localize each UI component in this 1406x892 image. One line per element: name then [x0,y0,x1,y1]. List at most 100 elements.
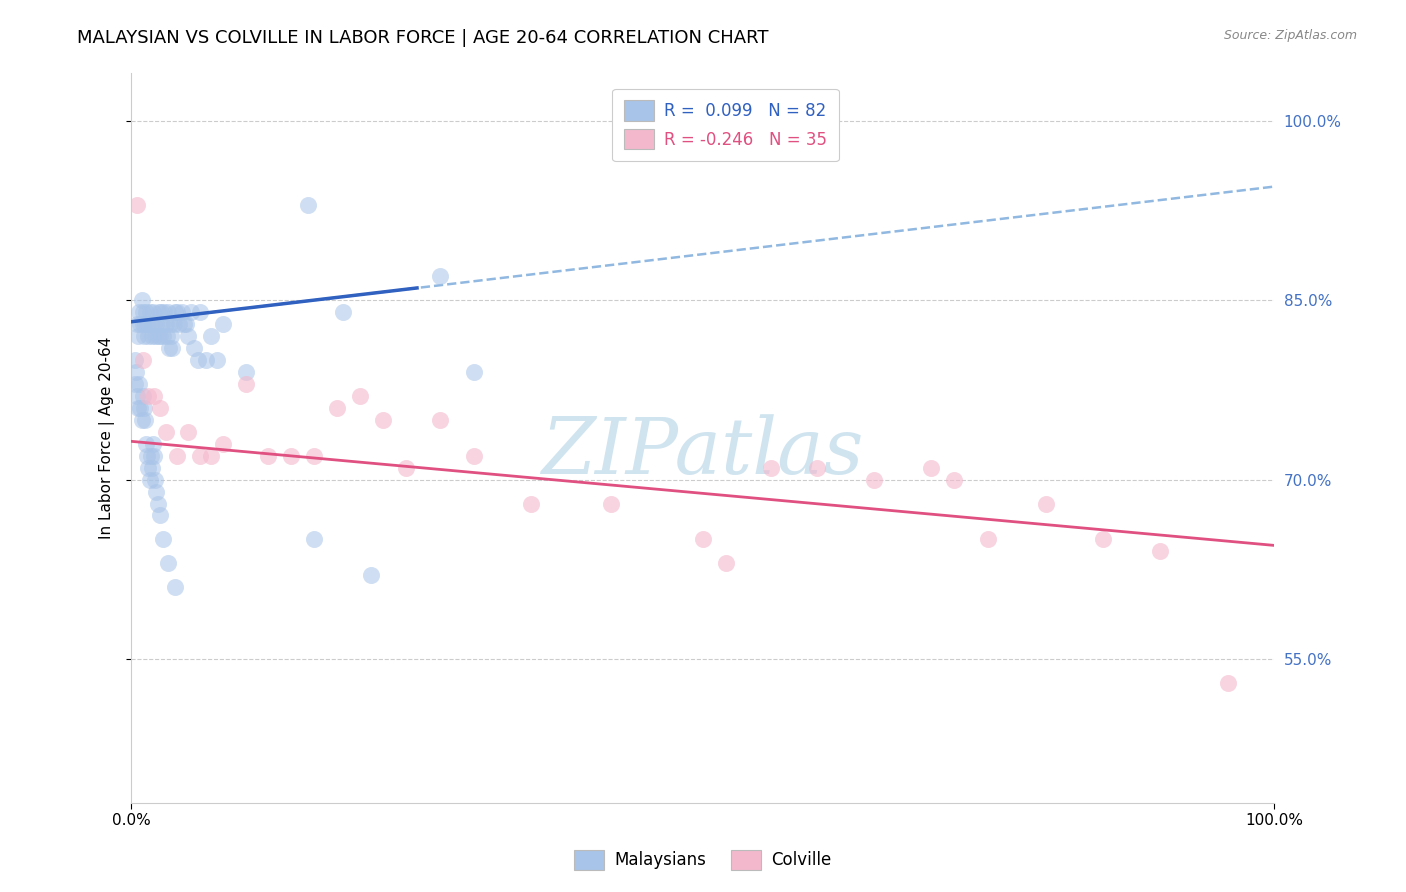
Point [156,305,179,319]
Point [163,305,186,319]
Point [143,389,166,403]
Point [152,533,174,547]
Y-axis label: In Labor Force | Age 20-64: In Labor Force | Age 20-64 [100,336,115,539]
Point [125,389,148,403]
Point [520,496,543,510]
Point [131,293,153,308]
Point [139,449,162,463]
Point [145,317,167,331]
Point [1035,496,1057,510]
Point [132,401,155,415]
Point [162,341,184,355]
Point [806,460,828,475]
Point [463,449,485,463]
Point [187,353,209,368]
Point [463,365,485,379]
Point [143,317,166,331]
Text: MALAYSIAN VS COLVILLE IN LABOR FORCE | AGE 20-64 CORRELATION CHART: MALAYSIAN VS COLVILLE IN LABOR FORCE | A… [77,29,769,47]
Point [135,436,157,450]
Point [129,401,152,415]
Point [132,329,155,343]
Point [188,305,211,319]
Legend: Malaysians, Colville: Malaysians, Colville [568,843,838,877]
Point [349,389,371,403]
Point [1149,544,1171,558]
Point [142,436,165,450]
Point [149,508,172,523]
Point [127,401,149,415]
Point [170,305,193,319]
Point [149,329,172,343]
Point [977,533,1000,547]
Point [146,329,169,343]
Point [132,353,155,368]
Point [141,329,163,343]
Point [211,317,233,331]
Point [145,484,167,499]
Point [1091,533,1114,547]
Point [132,389,155,403]
Point [138,460,160,475]
Point [177,329,200,343]
Point [235,376,257,391]
Point [125,365,148,379]
Point [148,305,170,319]
Point [153,305,176,319]
Point [155,425,177,439]
Point [332,305,354,319]
Point [194,353,217,368]
Point [302,449,325,463]
Point [136,449,159,463]
Point [692,533,714,547]
Point [163,580,186,594]
Point [131,413,153,427]
Point [155,317,177,331]
Text: ZIPatlas: ZIPatlas [541,414,863,491]
Text: Source: ZipAtlas.com: Source: ZipAtlas.com [1223,29,1357,43]
Point [143,329,166,343]
Point [360,568,382,582]
Point [166,305,188,319]
Point [134,413,156,427]
Point [863,473,886,487]
Point [160,329,183,343]
Point [326,401,349,415]
Point [125,197,148,211]
Point [162,317,184,331]
Point [174,317,197,331]
Point [142,305,165,319]
Point [138,329,160,343]
Point [943,473,966,487]
Point [188,449,211,463]
Point [1218,676,1240,690]
Point [173,317,195,331]
Point [761,460,783,475]
Point [141,460,163,475]
Point [297,197,319,211]
Point [200,329,222,343]
Point [138,389,160,403]
Point [136,317,159,331]
Point [714,557,737,571]
Point [149,401,172,415]
Point [280,449,302,463]
Point [125,317,148,331]
Point [302,533,325,547]
Point [124,353,146,368]
Point [156,557,179,571]
Point [920,460,942,475]
Point [134,317,156,331]
Point [146,496,169,510]
Point [139,317,162,331]
Point [135,305,157,319]
Point [127,329,149,343]
Legend: R =  0.099   N = 82, R = -0.246   N = 35: R = 0.099 N = 82, R = -0.246 N = 35 [613,88,839,161]
Point [429,269,451,284]
Point [211,436,233,450]
Point [205,353,228,368]
Point [128,305,150,319]
Point [429,413,451,427]
Point [152,329,174,343]
Point [129,317,152,331]
Point [138,473,160,487]
